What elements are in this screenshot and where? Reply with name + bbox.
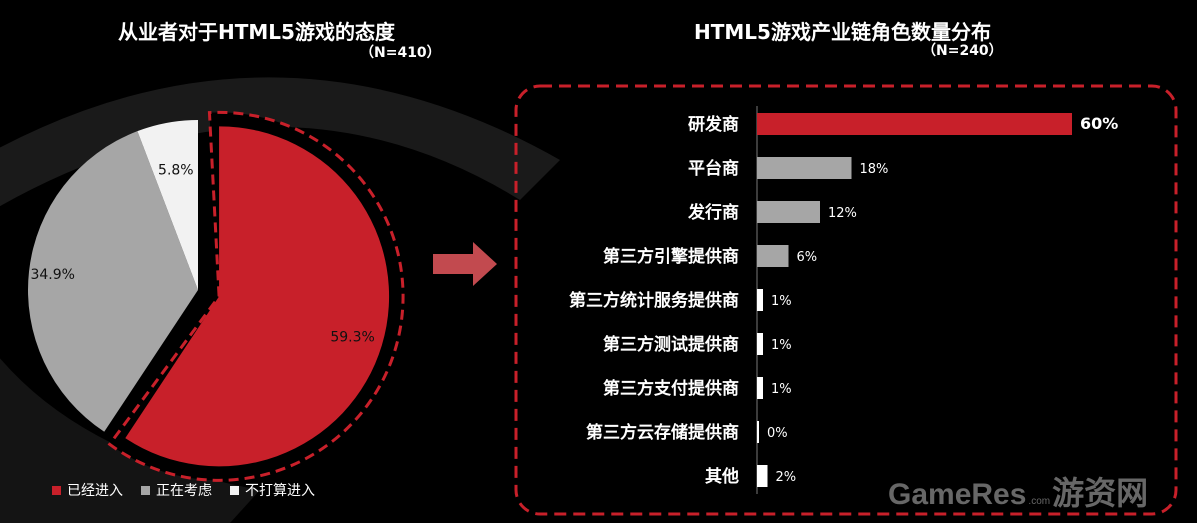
legend-item-considering: 正在考虑	[141, 480, 212, 500]
legend-item-not-planning: 不打算进入	[230, 480, 315, 500]
bar-category-label-2: 平台商	[688, 158, 739, 179]
bar-value-label-3: 12%	[828, 206, 857, 221]
bar-category-label-4: 第三方引擎提供商	[603, 246, 739, 267]
pie-slice-3	[137, 120, 198, 290]
bar-title: HTML5游戏产业链角色数量分布	[694, 20, 991, 44]
bar-9	[757, 465, 768, 487]
pie-title: 从业者对于HTML5游戏的态度	[118, 20, 395, 44]
background-swoosh-top	[0, 77, 560, 207]
bar-5	[757, 289, 763, 311]
bar-4	[757, 245, 789, 267]
bar-value-label-2: 18%	[860, 162, 889, 177]
pie-chart: 59.3% 34.9% 5.8%	[28, 110, 405, 482]
watermark-brand: GameRes	[888, 478, 1027, 511]
watermark-cn: 游资网	[1052, 474, 1149, 512]
bar-3	[757, 201, 820, 223]
bar-2	[757, 157, 852, 179]
bar-value-label-1: 60%	[1080, 114, 1118, 133]
watermark-logo: GameRes .com 游资网	[888, 468, 1148, 514]
bar-6	[757, 333, 763, 355]
bar-category-label-5: 第三方统计服务提供商	[569, 290, 739, 311]
legend-swatch-not-planning	[230, 485, 239, 495]
bar-category-label-6: 第三方测试提供商	[603, 334, 739, 355]
bar-subtitle: （N=240）	[922, 43, 1003, 59]
pie-subtitle: （N=410）	[360, 45, 441, 61]
arrow-icon-shape	[433, 242, 497, 286]
bar-value-label-4: 6%	[797, 250, 818, 265]
bar-category-label-9: 其他	[705, 466, 739, 487]
bar-7	[757, 377, 763, 399]
watermark-domain: .com	[1028, 496, 1051, 507]
bar-category-label-8: 第三方云存储提供商	[586, 422, 739, 443]
pie-slice-label-3: 5.8%	[158, 163, 194, 179]
pie-slice-1	[125, 126, 390, 467]
pie-slice-label-1: 59.3%	[330, 329, 374, 345]
legend-item-entered: 已经进入	[52, 480, 123, 500]
pie-slice-label-2: 34.9%	[30, 267, 74, 283]
pie-slice-2	[28, 131, 198, 432]
legend-swatch-entered	[52, 485, 61, 495]
bar-chart: 研发商 60% 平台商 18% 发行商 12% 第三方引擎提供商 6% 第三方统计服务提供商 1%…	[514, 84, 1178, 516]
bar-category-label-1: 研发商	[688, 114, 739, 135]
legend-swatch-considering	[141, 485, 150, 495]
bar-1	[757, 113, 1072, 135]
bar-value-label-5: 1%	[771, 294, 792, 309]
pie-legend: 已经进入 正在考虑 不打算进入	[52, 480, 315, 500]
legend-label-not-planning: 不打算进入	[245, 483, 315, 499]
legend-label-entered: 已经进入	[67, 483, 123, 499]
background-swoosh-bottom	[0, 358, 260, 523]
bar-value-label-7: 1%	[771, 382, 792, 397]
bar-value-label-8: 0%	[767, 426, 788, 441]
bar-category-label-7: 第三方支付提供商	[603, 378, 739, 399]
bar-category-label-3: 发行商	[687, 202, 739, 223]
bar-value-label-6: 1%	[771, 338, 792, 353]
bar-value-label-9: 2%	[776, 470, 797, 485]
legend-label-considering: 正在考虑	[156, 483, 212, 499]
bar-chart-frame	[514, 84, 1178, 516]
arrow-icon	[433, 242, 497, 286]
bar-8	[757, 421, 759, 443]
